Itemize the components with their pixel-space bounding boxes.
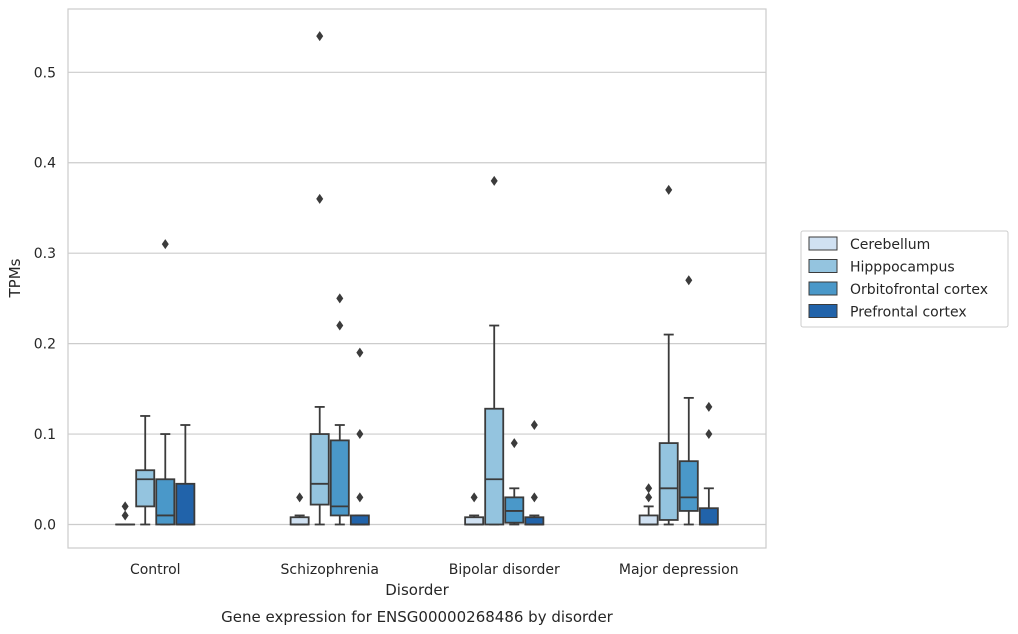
box-body xyxy=(309,433,330,506)
y-tick-labels: 0.0 0.1 0.2 0.3 0.4 0.5 xyxy=(34,65,56,533)
legend-label: Cerebellum xyxy=(850,237,930,253)
outlier-point xyxy=(645,492,653,503)
legend-swatch xyxy=(808,304,838,318)
outlier-point xyxy=(296,492,304,503)
box-orbitofrontal-cortex xyxy=(504,438,525,526)
box-body xyxy=(329,439,350,517)
y-tick-label: 0.5 xyxy=(34,65,56,81)
box-hipppocampus xyxy=(484,175,505,526)
x-tick-label: Control xyxy=(130,562,181,578)
box-cerebellum xyxy=(638,483,659,526)
outlier-point xyxy=(356,347,364,358)
box-orbitofrontal-cortex xyxy=(678,275,699,526)
outlier-point xyxy=(121,510,129,521)
y-tick-label: 0.1 xyxy=(34,427,56,443)
y-tick-label: 0.2 xyxy=(34,337,56,353)
legend-label: Orbitofrontal cortex xyxy=(850,282,988,298)
box-hipppocampus xyxy=(309,31,330,526)
box-body xyxy=(484,407,505,526)
box-body xyxy=(678,460,699,512)
box-prefrontal-cortex xyxy=(175,424,196,526)
x-axis-label: Disorder xyxy=(385,581,449,599)
legend-swatch xyxy=(808,259,838,273)
y-tick-label: 0.4 xyxy=(34,156,56,172)
x-tick-labels: Control Schizophrenia Bipolar disorder Majo… xyxy=(130,562,739,578)
outlier-point xyxy=(161,239,169,250)
box-cerebellum xyxy=(289,492,310,526)
box-body xyxy=(135,469,156,508)
box-cerebellum xyxy=(464,492,485,526)
outlier-point xyxy=(316,193,324,204)
boxes xyxy=(115,31,719,526)
box-body xyxy=(638,514,659,526)
outlier-point xyxy=(510,438,518,449)
outlier-point xyxy=(645,483,653,494)
box-prefrontal-cortex xyxy=(524,420,545,526)
box-body xyxy=(524,516,545,526)
outlier-point xyxy=(336,320,344,331)
box-body xyxy=(155,478,176,526)
box-body xyxy=(289,516,310,526)
x-tick-label: Schizophrenia xyxy=(281,562,379,578)
outlier-point xyxy=(685,275,693,286)
x-tick-label: Bipolar disorder xyxy=(449,562,560,578)
outlier-point xyxy=(121,501,129,512)
box-body xyxy=(658,442,679,521)
plot-area xyxy=(67,8,767,549)
box-hipppocampus xyxy=(135,415,156,526)
y-tick-label: 0.0 xyxy=(34,517,56,533)
box-hipppocampus xyxy=(658,184,679,526)
box-body xyxy=(349,514,370,526)
outlier-point xyxy=(530,420,538,431)
outlier-point xyxy=(530,492,538,503)
x-tick-label: Major depression xyxy=(619,562,739,578)
outlier-point xyxy=(665,184,673,195)
legend-frame xyxy=(800,230,1009,328)
box-prefrontal-cortex xyxy=(349,347,370,526)
outlier-point xyxy=(356,429,364,440)
y-tick-label: 0.3 xyxy=(34,246,56,262)
legend-swatch xyxy=(808,281,838,296)
outlier-point xyxy=(705,401,713,412)
legend-label: Prefrontal cortex xyxy=(850,305,967,321)
outlier-point xyxy=(356,492,364,503)
box-body xyxy=(504,496,525,524)
outlier-point xyxy=(316,31,324,42)
y-axis-label: TPMs xyxy=(6,258,24,298)
outlier-point xyxy=(705,429,713,440)
legend: Cerebellum Hipppocampus Orbitofrontal cort… xyxy=(800,230,1009,328)
outlier-point xyxy=(336,293,344,304)
outlier-point xyxy=(470,492,478,503)
legend-label: Hipppocampus xyxy=(850,260,955,276)
box-prefrontal-cortex xyxy=(698,401,719,526)
box-orbitofrontal-cortex xyxy=(155,239,176,526)
legend-swatch xyxy=(808,236,838,251)
box-body xyxy=(464,516,485,526)
outlier-point xyxy=(490,175,498,186)
box-orbitofrontal-cortex xyxy=(329,293,350,526)
box-cerebellum xyxy=(115,501,136,526)
box-body xyxy=(698,507,719,526)
box-body xyxy=(175,482,196,526)
chart-caption: Gene expression for ENSG00000268486 by d… xyxy=(221,608,614,626)
